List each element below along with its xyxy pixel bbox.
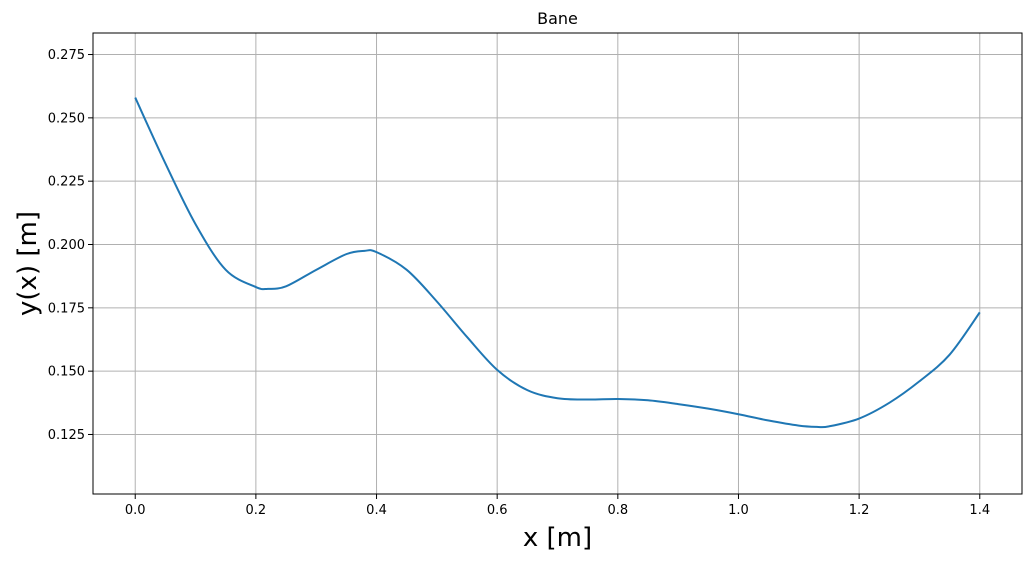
tick-layer: 0.0 0.2 0.4 0.6 0.8 1.0 1.2 1.4 0.125 0.150 0.175 0…	[48, 48, 990, 518]
x-tick-label: 1.2	[849, 503, 870, 518]
x-axis-label: x [m]	[523, 523, 592, 553]
x-tick-label: 0.8	[607, 503, 628, 518]
y-tick-label: 0.250	[48, 111, 85, 126]
chart-title: Bane	[537, 9, 578, 28]
y-tick-label: 0.275	[48, 48, 85, 63]
x-tick-label: 0.6	[487, 503, 508, 518]
y-tick-label: 0.200	[48, 238, 85, 253]
x-tick-label: 0.0	[125, 503, 146, 518]
y-axis-label: y(x) [m]	[13, 211, 43, 316]
x-tick-label: 0.4	[366, 503, 387, 518]
x-tick-label: 1.4	[969, 503, 990, 518]
plot-frame	[92, 32, 1023, 495]
y-tick-label: 0.150	[48, 365, 85, 380]
grid-layer	[93, 33, 1022, 494]
series-layer	[134, 97, 981, 429]
x-tick-label: 0.2	[246, 503, 267, 518]
y-tick-label: 0.175	[48, 301, 85, 316]
series-line	[134, 97, 981, 429]
x-tick-label: 1.0	[728, 503, 749, 518]
y-tick-label: 0.125	[48, 428, 85, 443]
y-tick-label: 0.225	[48, 175, 85, 190]
